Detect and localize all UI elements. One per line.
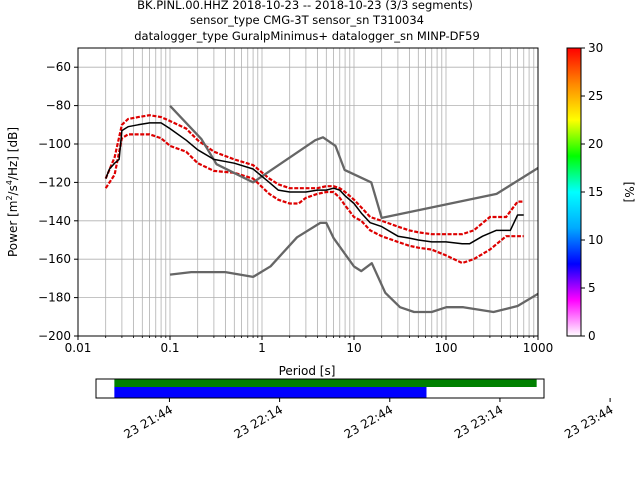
colorbar-gradient <box>566 47 582 337</box>
title-line-3: datalogger_type GuralpMinimus+ datalogge… <box>134 29 480 43</box>
x-axis-label: Period [s] <box>279 364 336 378</box>
x-axis-ticks: 0.01 0.1 1 10 100 1000 <box>65 336 554 355</box>
series-line-mode <box>105 122 524 245</box>
y-tick-label: −200 <box>38 329 71 343</box>
timeline-tick-label: 23 21:44 <box>121 402 174 441</box>
colorbar-ticks: 0 5 10 15 20 25 30 <box>581 41 603 343</box>
y-tick-label: −60 <box>46 60 71 74</box>
timeline-bars <box>114 379 537 398</box>
colorbar-tick-label: 20 <box>588 137 603 151</box>
y-tick-label: −80 <box>46 99 71 113</box>
y-tick-label: −140 <box>38 214 71 228</box>
ylabel-part-3: /Hz] [dB] <box>6 127 20 180</box>
noise-model-lines <box>105 105 538 314</box>
colorbar-tick-label: 5 <box>588 281 596 295</box>
x-tick-label: 0.01 <box>65 341 92 355</box>
x-tick-label: 1 <box>258 341 266 355</box>
timeline-panel: 23 21:44 23 22:14 23 22:44 23 23:14 23 23:44 <box>95 378 616 441</box>
plot-grid <box>77 48 539 337</box>
percentile-bands <box>104 114 524 265</box>
ylabel-part-1: Power [m <box>6 201 20 257</box>
title-line-1: BK.PINL.00.HHZ 2018-10-23 -- 2018-10-23 … <box>137 0 473 12</box>
plot-frame <box>77 47 539 337</box>
timeline-tick-label: 23 22:44 <box>342 402 395 441</box>
colorbar-label: [%] <box>622 182 636 203</box>
y-axis-label: Power [m2/s4/Hz] [dB] <box>5 127 20 257</box>
x-tick-label: 0.1 <box>160 341 179 355</box>
percentile-band-high <box>104 114 524 236</box>
percentile-band-low <box>104 133 524 265</box>
y-axis-ticks: −60 −80 −100 −120 −140 −160 −180 −200 <box>38 60 78 343</box>
chart-title: BK.PINL.00.HHZ 2018-10-23 -- 2018-10-23 … <box>134 0 480 43</box>
colorbar-tick-label: 15 <box>588 185 603 199</box>
ylabel-part-2: /s <box>6 185 20 195</box>
colorbar-tick-label: 30 <box>588 41 603 55</box>
timeline-tick-label: 23 23:44 <box>562 402 615 441</box>
x-tick-label: 1000 <box>523 341 554 355</box>
timeline-tick-label: 23 23:14 <box>452 402 505 441</box>
colorbar-tick-label: 10 <box>588 233 603 247</box>
y-tick-label: −160 <box>38 252 71 266</box>
y-tick-label: −100 <box>38 137 71 151</box>
colorbar-tick-label: 25 <box>588 89 603 103</box>
ylabel-sup-1: 2 <box>5 195 14 200</box>
x-tick-label: 100 <box>435 341 458 355</box>
x-tick-label: 10 <box>346 341 361 355</box>
timeline-tick-label: 23 22:14 <box>232 402 285 441</box>
ylabel-sup-2: 4 <box>5 180 14 185</box>
timeline-bar-data <box>114 379 537 387</box>
title-line-2: sensor_type CMG-3T sensor_sn T310034 <box>190 13 424 27</box>
timeline-ticks: 23 21:44 23 22:14 23 22:44 23 23:14 23 23:44 <box>121 398 616 441</box>
timeline-bar-processed <box>114 387 427 398</box>
colorbar-tick-label: 0 <box>588 329 596 343</box>
y-tick-label: −180 <box>38 291 71 305</box>
y-tick-label: −120 <box>38 175 71 189</box>
timeline-frame <box>95 378 545 399</box>
colorbar: 0 5 10 15 20 25 30 [%] <box>566 41 636 343</box>
series-line-nlnm <box>169 221 538 314</box>
